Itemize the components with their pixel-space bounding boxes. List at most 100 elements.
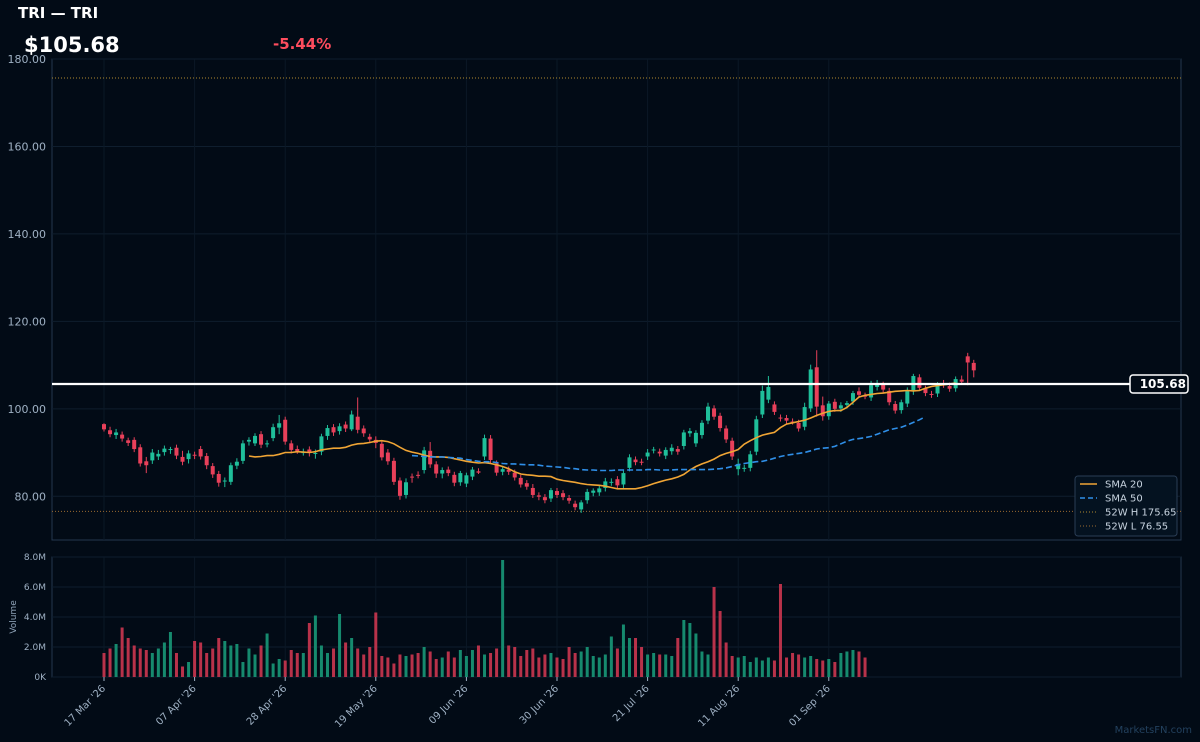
volume-bar [627, 638, 631, 677]
volume-bar [809, 656, 813, 677]
volume-bar [652, 653, 656, 677]
volume-bar [863, 657, 867, 677]
volume-bar [785, 657, 789, 677]
candle-body [857, 391, 861, 395]
candle-body [917, 377, 922, 388]
candle-body [760, 390, 765, 415]
candle-body [452, 474, 457, 483]
volume-bar [313, 615, 317, 677]
candle-body [416, 474, 421, 476]
volume-bar [301, 653, 305, 677]
candle-body [633, 459, 638, 463]
candle-body [724, 428, 729, 440]
volume-bar [253, 654, 257, 677]
candle-body [838, 405, 843, 409]
candle-body [639, 461, 644, 463]
volume-bar [851, 650, 855, 677]
candle-body [742, 467, 747, 469]
legend: SMA 20 SMA 50 52W H 175.65 52W L 76.55 [1074, 475, 1178, 537]
volume-tick-label: 4.0M [24, 613, 46, 623]
legend-box [1074, 475, 1178, 537]
candle-body [663, 449, 668, 456]
volume-bar [676, 638, 680, 677]
volume-bar [162, 642, 166, 677]
volume-bar [615, 648, 619, 677]
candle-body [367, 436, 372, 440]
volume-bar [513, 647, 517, 677]
candle-body [832, 401, 837, 409]
candle-body [826, 403, 831, 417]
candle-body [482, 438, 487, 457]
volume-bar [344, 642, 348, 677]
candle-body [597, 488, 602, 493]
volume-bar [573, 653, 577, 677]
candle-body [253, 435, 257, 444]
candle-body [168, 449, 173, 451]
volume-bar [791, 653, 795, 677]
candles [102, 350, 976, 513]
volume-bar [289, 650, 293, 677]
volume-bar [229, 645, 233, 677]
candle-body [736, 463, 741, 470]
x-tick-label: 09 Jun '26 [427, 683, 470, 726]
candle-body [971, 362, 976, 371]
volume-bar [495, 648, 499, 677]
candle-body [875, 383, 880, 387]
volume-bar [295, 653, 299, 677]
volume-bar [609, 636, 613, 677]
volume-bar [440, 657, 444, 677]
volume-bar [138, 648, 142, 677]
volume-bar [640, 647, 644, 677]
candle-body [234, 461, 239, 466]
volume-bar [760, 660, 764, 677]
candle-body [766, 386, 771, 400]
volume-bar [404, 656, 408, 677]
volume-bar [350, 638, 354, 677]
candle-body [548, 490, 553, 499]
volume-bar [205, 653, 209, 677]
volume-bar [307, 623, 311, 677]
volume-bar [585, 647, 589, 677]
candle-body [102, 424, 106, 430]
volume-bar [132, 645, 136, 677]
candle-body [784, 418, 789, 421]
reference-lines [52, 77, 1181, 512]
last-price-marker: 105.68 [52, 374, 1189, 394]
volume-bar [181, 666, 185, 677]
candle-body [319, 436, 324, 452]
legend-entry-label: 52W H 175.65 [1105, 508, 1176, 519]
candle-body [349, 414, 354, 430]
price-panel: 80.00 100.00 120.00 140.00 160.00 180.00 105.… [8, 53, 1189, 541]
volume-tick-label: 0K [34, 673, 47, 683]
candle-body [621, 473, 626, 485]
sma-lines [248, 382, 956, 490]
last-price-tag [1129, 374, 1189, 394]
candle-body [542, 497, 547, 501]
legend-entry-label: SMA 20 [1105, 480, 1143, 491]
candle-body [174, 447, 179, 456]
volume-bar [815, 659, 819, 677]
volume-bar [537, 657, 541, 677]
candle-body [929, 393, 934, 395]
volume-bar [827, 659, 831, 677]
candle-body [180, 456, 185, 462]
volume-bar [736, 657, 740, 677]
candle-body [265, 443, 270, 445]
candle-body [796, 422, 801, 429]
volume-bar [694, 633, 698, 677]
volume-bar [126, 638, 130, 677]
x-tick-label: 07 Apr '26 [154, 683, 198, 727]
candle-body [669, 447, 674, 452]
volume-bar [476, 645, 480, 677]
x-tick-label: 30 Jun '26 [518, 683, 561, 726]
volume-bar [271, 663, 275, 677]
volume-bar [754, 657, 758, 677]
price-plot-area [51, 58, 1182, 541]
candle-body [204, 456, 209, 466]
price-change: -5.44% [273, 35, 332, 53]
volume-bar [597, 657, 601, 677]
candle-body [404, 482, 408, 495]
price-tick-label: 100.00 [8, 403, 47, 416]
volume-bar [507, 645, 511, 677]
candle-body [512, 472, 517, 478]
